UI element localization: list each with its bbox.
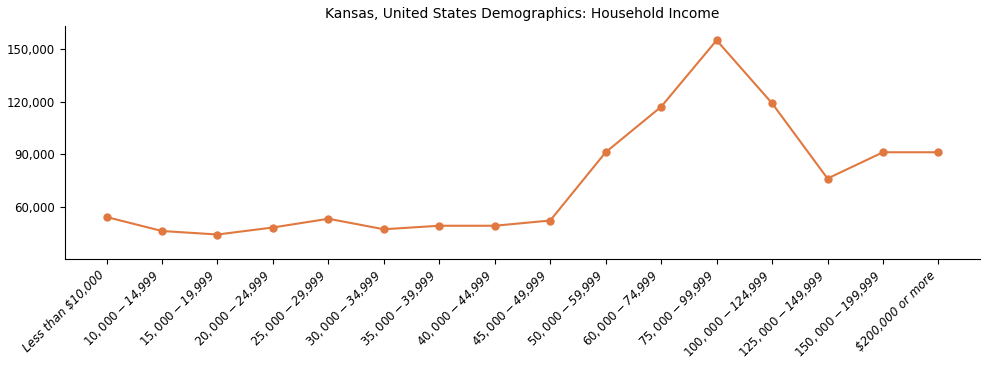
- Title: Kansas, United States Demographics: Household Income: Kansas, United States Demographics: Hous…: [325, 7, 719, 21]
